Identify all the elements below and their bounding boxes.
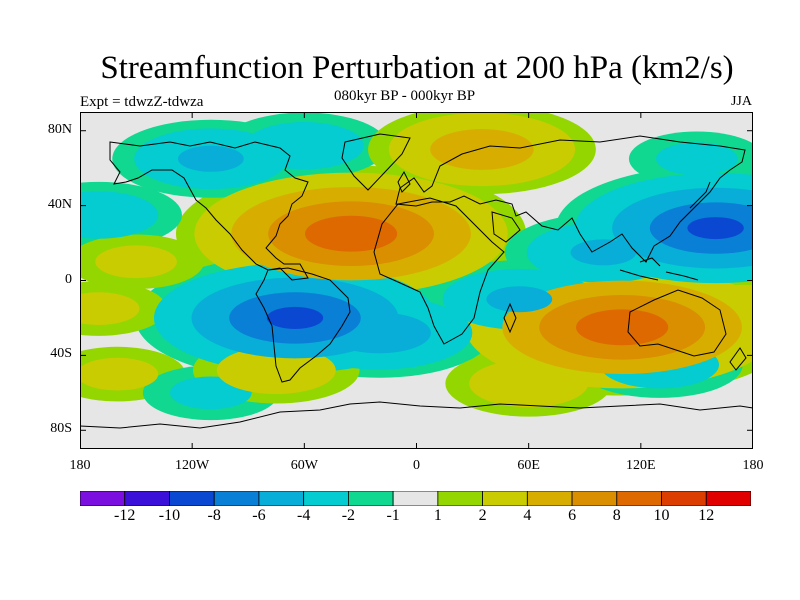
colorbar-swatch (124, 491, 170, 506)
colorbar-swatch (169, 491, 215, 506)
lon-label: 180 (742, 458, 764, 473)
colorbar-label: -6 (252, 507, 266, 524)
lon-label: 120W (175, 458, 210, 473)
contour-negative-center-undefined (656, 142, 738, 176)
contour-positive-center-undefined (304, 215, 398, 252)
colorbar-swatch (347, 491, 394, 506)
colorbar-label: -12 (114, 507, 136, 524)
colorbar-label: -2 (341, 507, 356, 524)
coastlines (80, 133, 753, 429)
contour-negative-center-undefined (687, 217, 744, 240)
colorbar-swatch (437, 491, 484, 506)
colorbar-label: 4 (523, 507, 532, 524)
lon-label: 180 (69, 458, 91, 473)
colorbar-swatch (482, 491, 528, 506)
contour-negative-center-undefined (177, 145, 244, 172)
lat-label: 40S (50, 346, 72, 362)
colorbar-label: -10 (158, 507, 181, 524)
coast-north-america (109, 141, 309, 281)
colorbar-swatch (705, 491, 751, 506)
colorbar-swatch (392, 491, 439, 506)
colorbar-swatch (303, 491, 349, 506)
season-label: JJA (730, 94, 752, 109)
lat-label: 80S (50, 421, 72, 437)
experiment-label: Expt = tdwzZ-tdwza (80, 94, 204, 110)
contour-negative-center-undefined (80, 191, 159, 239)
colorbar-swatch (661, 491, 707, 506)
contour-positive-center-undefined (469, 359, 589, 408)
contour-positive-center-undefined (80, 292, 140, 325)
lat-label: 0 (65, 271, 72, 287)
lat-label: 80N (47, 121, 72, 137)
contour-positive-center-undefined (430, 129, 534, 170)
coast-new-zealand (729, 347, 747, 371)
contour-positive-center-undefined (95, 245, 177, 279)
colorbar-label: 12 (698, 507, 715, 524)
contour-positive-center-undefined (576, 309, 669, 346)
colorbar (80, 491, 751, 506)
contour-negative-center-undefined (244, 122, 364, 170)
coast-japan (689, 181, 711, 209)
coast-south-america (255, 267, 351, 383)
contour-negative-center-undefined (266, 306, 324, 329)
colorbar-swatch (213, 491, 260, 506)
lon-label: 60W (290, 458, 318, 473)
colorbar-label: 2 (478, 507, 487, 524)
coast-africa (373, 197, 505, 345)
colorbar-swatch (571, 491, 618, 506)
colorbar-swatch (526, 491, 573, 506)
colorbar-label: 1 (433, 507, 442, 524)
coast-antarctica (80, 401, 753, 429)
lat-label: 40N (47, 196, 72, 212)
coast-australia (627, 289, 727, 357)
colorbar-label: 10 (653, 507, 670, 524)
colorbar-label: -4 (296, 507, 311, 524)
colorbar-label: 8 (612, 507, 621, 524)
contour-negative-center-undefined (570, 239, 637, 266)
coast-uk (397, 170, 411, 193)
colorbar-swatch (616, 491, 662, 506)
chart-title: Streamfunction Perturbation at 200 hPa (… (100, 50, 734, 86)
streamfunction-map (80, 112, 753, 449)
chart-subtitle: 080kyr BP - 000kyr BP (334, 88, 476, 104)
colorbar-label: -1 (386, 507, 400, 524)
lon-label: 0 (413, 458, 420, 473)
colorbar-swatch (258, 491, 305, 506)
contour-negative-center-undefined (486, 286, 553, 313)
coast-greenland (341, 133, 411, 191)
map-tick-marks (80, 112, 753, 449)
contour-field (80, 112, 753, 421)
colorbar-swatch (80, 491, 126, 506)
colorbar-label: -8 (207, 507, 221, 524)
contour-positive-center-undefined (80, 357, 159, 391)
lon-label: 120E (626, 458, 656, 473)
coast-arabia (491, 211, 521, 243)
lon-label: 60E (517, 458, 540, 473)
colorbar-label: 6 (568, 507, 577, 524)
coast-madagascar (503, 302, 517, 334)
contour-positive-center-undefined (216, 346, 336, 395)
coast-eurasia (395, 135, 746, 263)
coast-indonesia (619, 257, 699, 281)
